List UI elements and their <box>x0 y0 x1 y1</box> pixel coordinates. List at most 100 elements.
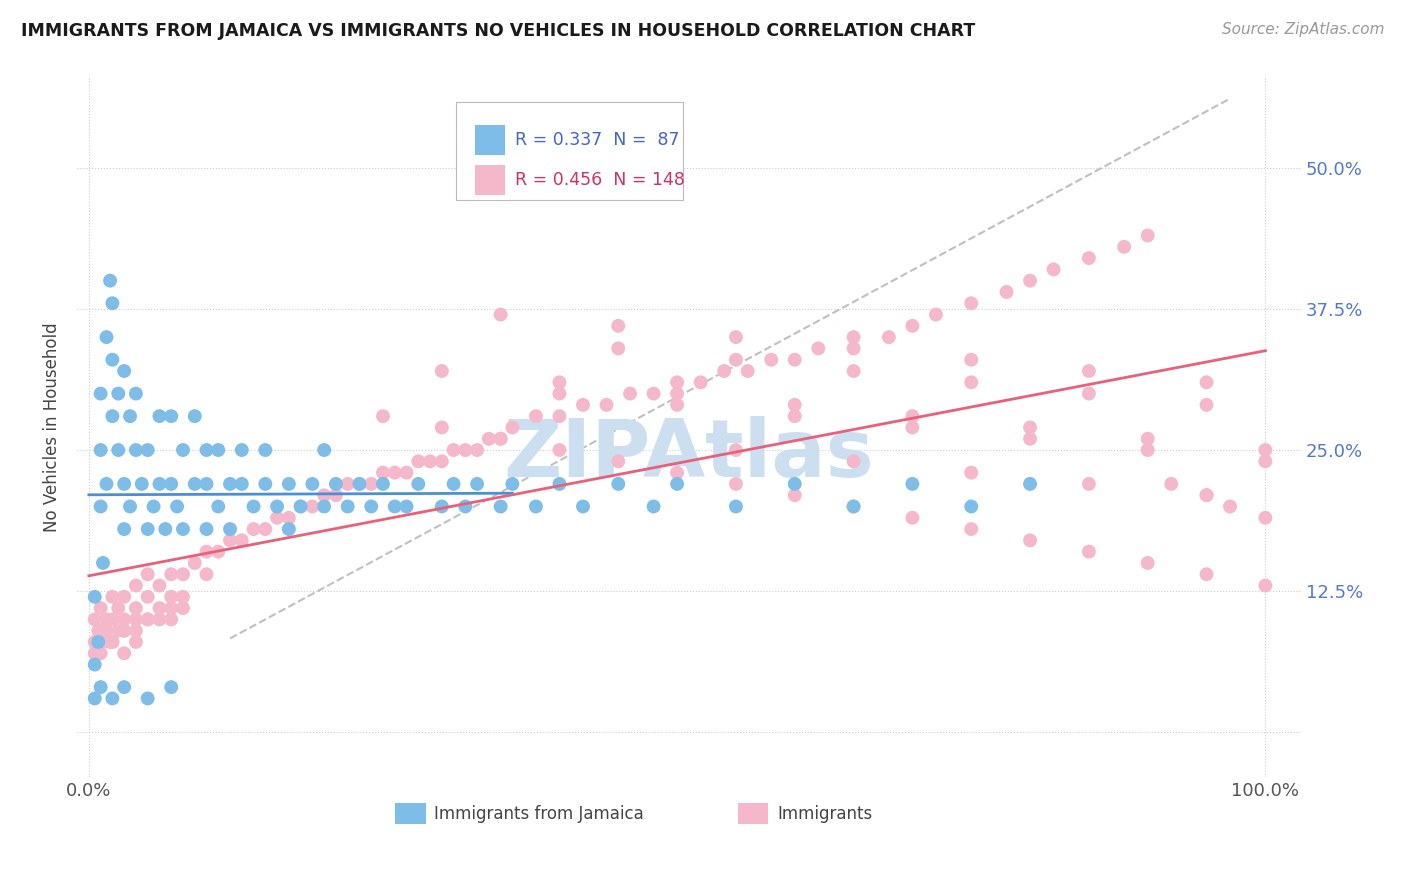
Point <box>231 443 253 458</box>
Point <box>112 364 135 378</box>
Text: R = 0.456  N = 148: R = 0.456 N = 148 <box>515 171 685 189</box>
Point <box>112 624 135 638</box>
Point <box>107 601 129 615</box>
Point <box>1219 500 1241 514</box>
Point <box>454 443 477 458</box>
Point <box>277 476 299 491</box>
Point <box>666 376 689 390</box>
Point <box>360 476 382 491</box>
Point <box>301 476 323 491</box>
Point <box>1077 251 1099 265</box>
Point <box>112 680 135 694</box>
Point <box>607 454 630 468</box>
Point <box>724 352 747 367</box>
Point <box>160 680 183 694</box>
Point <box>266 500 288 514</box>
Point <box>901 318 924 333</box>
Point <box>783 488 806 502</box>
Point <box>91 556 114 570</box>
Point <box>112 590 135 604</box>
Point <box>842 454 865 468</box>
Point <box>336 476 359 491</box>
Point <box>148 601 170 615</box>
Point <box>1077 386 1099 401</box>
Point <box>430 420 453 434</box>
Point <box>136 612 159 626</box>
Point <box>242 500 264 514</box>
Point <box>1254 510 1277 524</box>
Point <box>172 443 194 458</box>
Point <box>960 466 983 480</box>
Point <box>783 409 806 424</box>
Point <box>724 476 747 491</box>
Point <box>301 500 323 514</box>
Point <box>1136 228 1159 243</box>
Point <box>689 376 711 390</box>
Bar <box>475 125 505 154</box>
Point <box>90 680 112 694</box>
Point <box>125 612 148 626</box>
Point <box>160 476 183 491</box>
Point <box>842 364 865 378</box>
Point <box>254 522 277 536</box>
Point <box>207 443 229 458</box>
Point <box>1136 443 1159 458</box>
Point <box>96 330 118 344</box>
Point <box>112 522 135 536</box>
Point <box>101 612 124 626</box>
Point <box>901 476 924 491</box>
Point <box>478 432 501 446</box>
Point <box>96 624 118 638</box>
Point <box>98 274 121 288</box>
Point <box>160 601 183 615</box>
Point <box>371 409 394 424</box>
Point <box>195 522 218 536</box>
Point <box>465 476 488 491</box>
Point <box>83 691 105 706</box>
Point <box>125 635 148 649</box>
Point <box>160 590 183 604</box>
Point <box>595 398 617 412</box>
Point <box>643 500 665 514</box>
Point <box>548 409 571 424</box>
Point <box>254 476 277 491</box>
Point <box>195 567 218 582</box>
Point <box>384 500 406 514</box>
Point <box>443 443 465 458</box>
Point <box>454 500 477 514</box>
Point <box>842 500 865 514</box>
Point <box>1195 376 1218 390</box>
Point <box>548 376 571 390</box>
Point <box>172 522 194 536</box>
Point <box>430 364 453 378</box>
Point <box>1195 567 1218 582</box>
Point <box>607 342 630 356</box>
Point <box>371 476 394 491</box>
Text: R = 0.337  N =  87: R = 0.337 N = 87 <box>515 131 679 149</box>
Point <box>724 443 747 458</box>
Point <box>314 443 336 458</box>
Point <box>219 522 242 536</box>
Point <box>1019 533 1042 548</box>
Point <box>1019 420 1042 434</box>
Point <box>195 544 218 558</box>
Point <box>142 500 165 514</box>
Point <box>160 567 183 582</box>
Point <box>83 646 105 660</box>
Point <box>607 476 630 491</box>
Point <box>195 476 218 491</box>
Point <box>443 476 465 491</box>
Point <box>548 443 571 458</box>
Bar <box>395 804 426 824</box>
Point <box>112 624 135 638</box>
Point <box>901 510 924 524</box>
Point <box>1136 432 1159 446</box>
Point <box>960 376 983 390</box>
Point <box>395 466 418 480</box>
Text: ZIPAtlas: ZIPAtlas <box>503 417 875 494</box>
Point <box>666 386 689 401</box>
Point <box>90 386 112 401</box>
Point <box>489 432 512 446</box>
Point <box>1195 488 1218 502</box>
Point <box>960 522 983 536</box>
